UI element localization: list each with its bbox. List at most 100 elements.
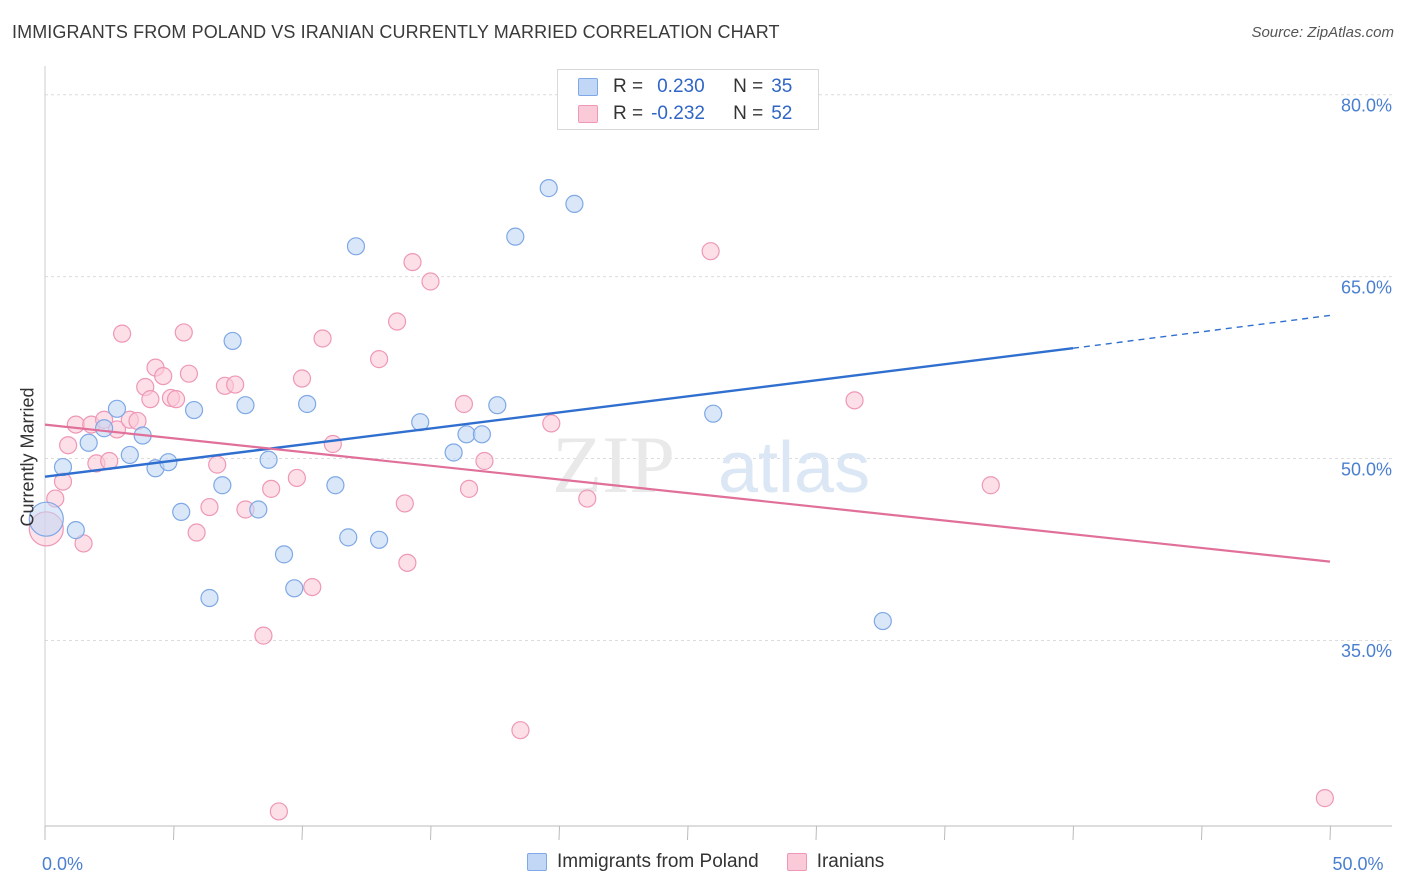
- r-value: 0.230: [657, 76, 705, 97]
- poland-point: [274, 545, 294, 564]
- iranians-point: [226, 375, 245, 394]
- legend-item-iranians: Iranians: [786, 851, 885, 873]
- x-tick-mark: [1201, 825, 1203, 841]
- iranians-point: [66, 415, 85, 434]
- n-label: N =: [733, 76, 764, 97]
- chart-title: IMMIGRANTS FROM POLAND VS IRANIAN CURREN…: [12, 22, 780, 42]
- x-tick-mark: [301, 825, 303, 841]
- x-tick-label: 50.0%: [1332, 854, 1383, 874]
- iranians-point: [292, 369, 312, 388]
- poland-point: [259, 450, 278, 469]
- n-label: N =: [733, 103, 764, 124]
- iranians-point: [166, 390, 186, 409]
- iranians-point: [459, 479, 479, 498]
- y-tick-label: 80.0%: [1341, 95, 1392, 115]
- poland-point: [66, 521, 85, 540]
- y-tick-label: 65.0%: [1341, 277, 1392, 297]
- poland-point: [213, 476, 232, 495]
- r-label: R =: [613, 103, 644, 124]
- poland-point: [236, 396, 255, 415]
- iranians-point: [112, 324, 132, 343]
- poland-trend-extension: [1072, 314, 1331, 349]
- iranians-point: [403, 252, 422, 272]
- iranians-point: [200, 497, 219, 517]
- iranians-point: [1315, 789, 1334, 808]
- iranians-point: [187, 523, 206, 542]
- poland-point: [370, 530, 389, 549]
- iranians-point: [303, 577, 322, 597]
- x-tick-labels: 0.0% 50.0%: [42, 854, 1384, 874]
- poland-point: [285, 579, 304, 598]
- iranians-point: [208, 455, 227, 474]
- poland-point: [539, 179, 558, 198]
- poland-point: [565, 194, 584, 213]
- x-tick-mark: [687, 825, 689, 841]
- iranians-point: [511, 721, 530, 740]
- x-tick-mark: [430, 825, 432, 841]
- poland-trend-line: [44, 347, 1074, 478]
- watermark-zip: ZIP: [552, 419, 675, 510]
- iranians-point: [981, 476, 1000, 495]
- poland-point: [326, 476, 345, 495]
- y-tick-labels: 80.0% 65.0% 50.0% 35.0%: [1341, 95, 1392, 661]
- poland-legend-swatch: [527, 853, 547, 871]
- axes: [44, 66, 1392, 841]
- x-tick-label: 0.0%: [42, 854, 83, 874]
- gridlines: [45, 94, 1392, 641]
- poland-point: [28, 501, 64, 537]
- iranians-point: [387, 312, 407, 331]
- iranians-point: [475, 451, 494, 471]
- iranians-point: [254, 626, 273, 645]
- r-label: R =: [613, 76, 644, 97]
- legend-item-poland: Immigrants from Poland: [527, 851, 759, 873]
- r-value: -0.232: [651, 103, 705, 124]
- poland-point: [704, 404, 723, 423]
- iranians-point: [269, 802, 288, 821]
- iranians-point: [174, 323, 193, 342]
- iranians-point: [74, 534, 93, 553]
- legend-row-iranians: R = -0.232 N = 52: [578, 101, 792, 127]
- iranians-point: [454, 394, 474, 414]
- source-credit: Source: ZipAtlas.com: [1251, 24, 1394, 41]
- iranians-point: [287, 468, 306, 488]
- iranians-legend-label: Iranians: [816, 851, 885, 872]
- poland-point: [873, 611, 892, 631]
- y-tick-label: 35.0%: [1341, 641, 1392, 661]
- n-value: 52: [771, 103, 793, 124]
- poland-point: [200, 588, 219, 608]
- correlation-legend: R = 0.230 N = 35 R = -0.232 N = 52: [557, 69, 819, 130]
- iranians-point: [421, 272, 440, 291]
- x-tick-mark: [1329, 825, 1331, 841]
- watermark: ZIP atlas: [552, 419, 870, 510]
- iranians-point: [398, 553, 417, 572]
- poland-points: [28, 179, 892, 631]
- poland-point: [79, 433, 98, 452]
- poland-point: [107, 399, 127, 418]
- trend-lines: [44, 314, 1331, 563]
- iranians-point: [542, 414, 561, 433]
- series-legend: Immigrants from Poland Iranians: [527, 851, 912, 873]
- poland-point: [457, 425, 476, 444]
- poland-point: [95, 419, 114, 438]
- iranians-point: [313, 329, 332, 348]
- iranians-point: [262, 479, 281, 498]
- n-value: 35: [771, 76, 793, 97]
- x-tick-mark: [1072, 825, 1074, 841]
- poland-point: [172, 502, 191, 522]
- poland-legend-label: Immigrants from Poland: [557, 851, 759, 872]
- x-tick-mark: [558, 825, 560, 841]
- iranians-point: [323, 434, 342, 454]
- y-tick-label: 50.0%: [1341, 459, 1392, 479]
- x-tick-mark: [815, 825, 817, 841]
- watermark-atlas: atlas: [718, 428, 870, 508]
- poland-point: [506, 227, 525, 246]
- iranians-point: [179, 364, 199, 383]
- iranians-point: [141, 390, 160, 409]
- poland-point: [346, 237, 366, 256]
- iranians-swatch: [578, 105, 598, 123]
- poland-point: [184, 400, 204, 420]
- x-tick-mark: [173, 825, 175, 841]
- iranians-point: [154, 366, 173, 386]
- x-tick-mark: [944, 825, 946, 841]
- poland-point: [444, 443, 463, 462]
